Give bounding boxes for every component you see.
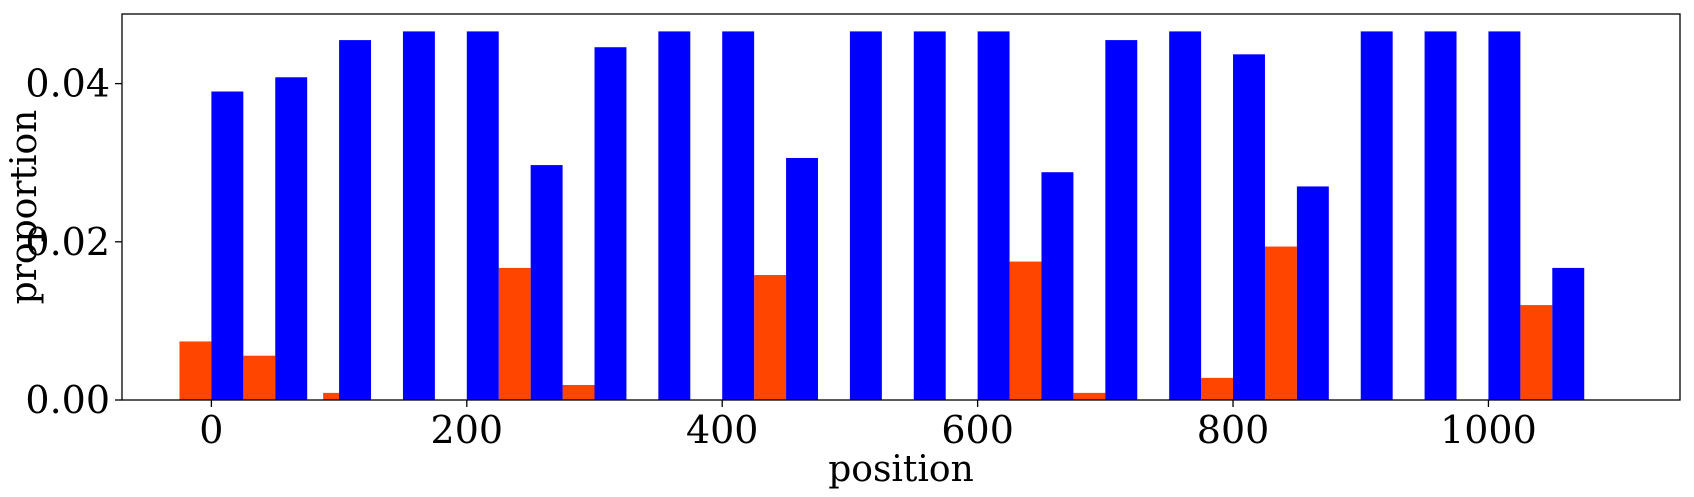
bar-series-2-11 — [913, 31, 946, 401]
bar-series-1-10 — [1520, 305, 1553, 400]
x-tick-label: 0 — [199, 408, 223, 452]
bar-series-1-3 — [498, 267, 531, 400]
bars-group — [179, 31, 1585, 401]
bar-series-1-5 — [754, 275, 787, 400]
bar-series-2-20 — [1488, 31, 1521, 401]
bar-series-2-7 — [658, 31, 691, 401]
ticks-group: 0 200 400 600 800 1000 0.00 0.02 0.04 — [25, 62, 1536, 452]
bar-series-1-0 — [179, 341, 212, 400]
bar-series-2-17 — [1296, 186, 1329, 400]
bar-series-2-9 — [786, 157, 818, 400]
bar-series-2-15 — [1169, 31, 1202, 401]
bar-series-1-4 — [562, 384, 595, 400]
bar-series-1-9 — [1264, 246, 1297, 400]
bar-series-2-5 — [530, 165, 563, 400]
bar-series-1-6 — [1009, 261, 1042, 400]
bar-series-2-19 — [1424, 31, 1457, 401]
x-tick-label: 200 — [431, 408, 504, 452]
bar-series-2-14 — [1105, 40, 1138, 400]
bar-series-2-16 — [1233, 54, 1265, 401]
bar-series-2-0 — [211, 91, 244, 401]
bar-series-2-3 — [402, 31, 435, 401]
bar-series-2-18 — [1360, 31, 1393, 401]
plot-frame — [121, 13, 1681, 401]
bar-series-1-8 — [1201, 377, 1234, 400]
bar-series-1-1 — [243, 355, 276, 400]
bar-series-2-12 — [977, 31, 1010, 401]
bar-series-2-2 — [339, 40, 372, 400]
x-tick-label: 600 — [941, 408, 1014, 452]
bar-series-2-1 — [275, 77, 308, 400]
y-tick-label: 0.04 — [25, 62, 110, 106]
bar-series-2-13 — [1041, 172, 1074, 400]
bar-series-2-10 — [849, 31, 882, 401]
y-axis-label: proportion — [4, 110, 45, 305]
bar-series-2-4 — [466, 31, 499, 401]
y-tick-label: 0.00 — [25, 378, 110, 422]
bar-series-1-7 — [1073, 392, 1106, 400]
y-tick-label: 0.02 — [25, 220, 110, 264]
x-tick-label: 1000 — [1440, 408, 1537, 452]
x-tick-label: 800 — [1197, 408, 1270, 452]
bar-series-2-8 — [722, 31, 755, 401]
x-tick-label: 400 — [686, 408, 759, 452]
x-axis-label: position — [828, 449, 974, 490]
bar-series-2-6 — [594, 47, 627, 400]
bar-series-2-21 — [1552, 267, 1585, 400]
